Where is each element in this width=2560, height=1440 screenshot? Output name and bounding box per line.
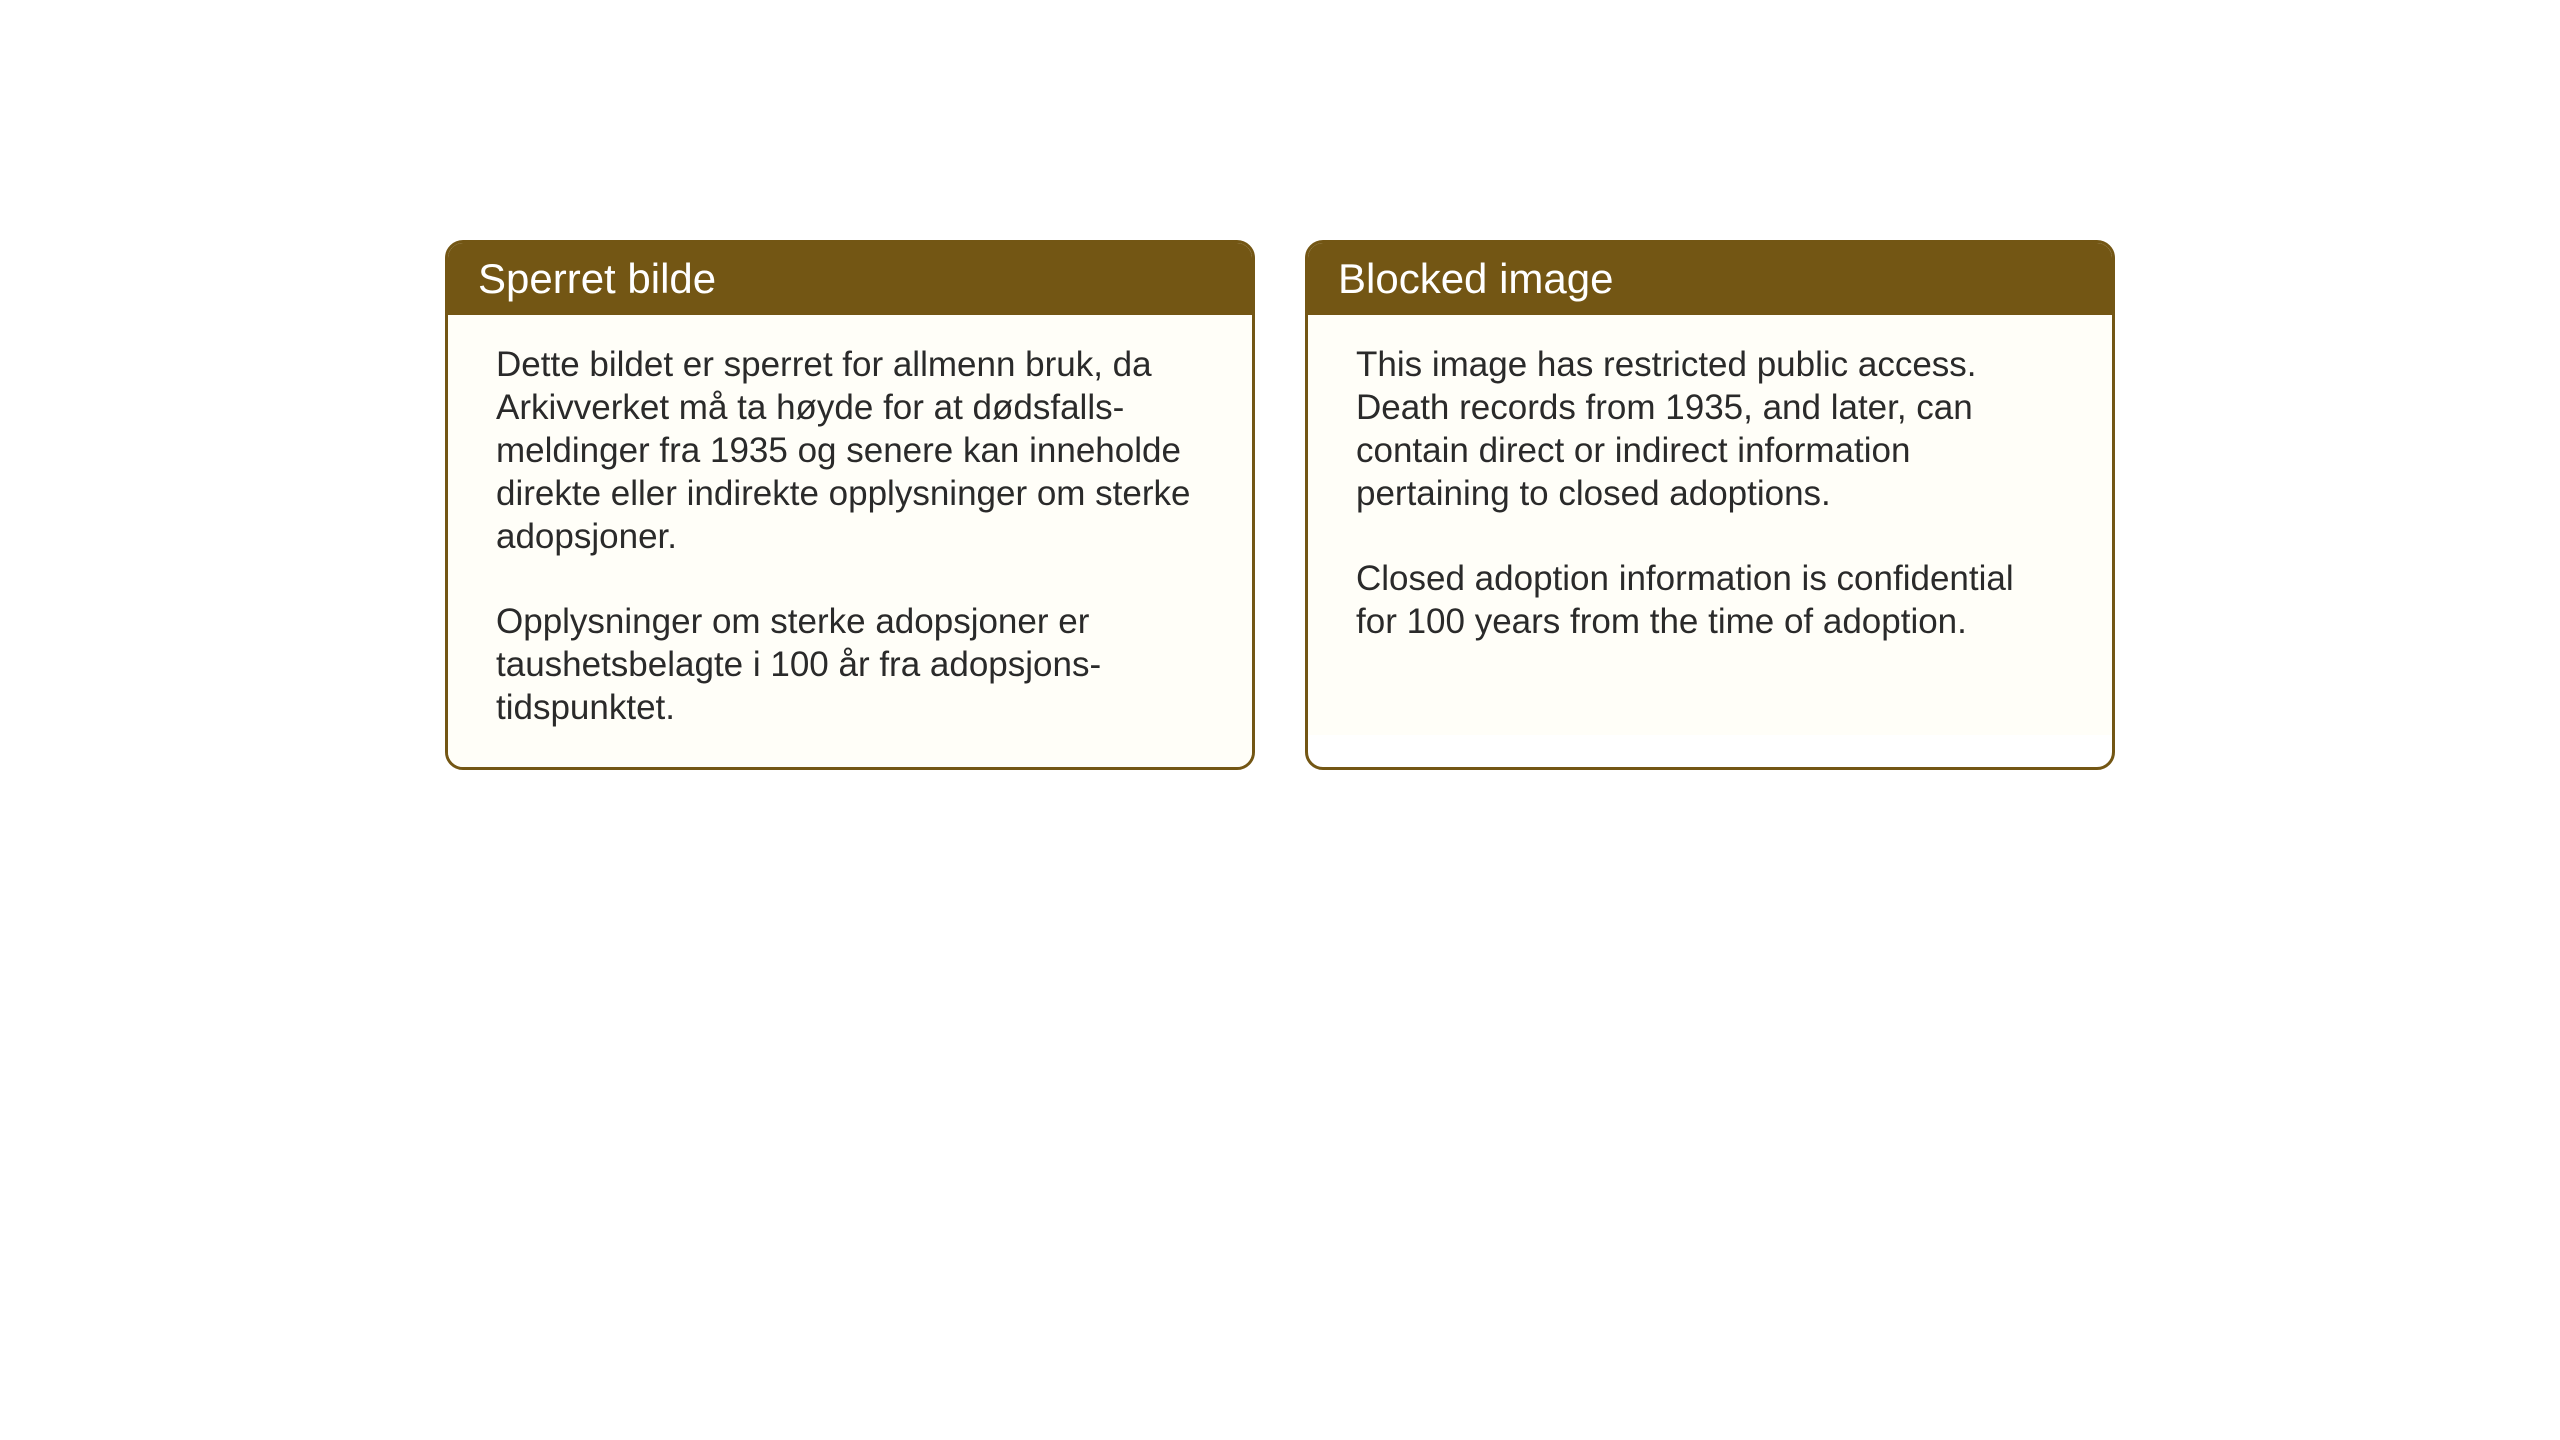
norwegian-card-body: Dette bildet er sperret for allmenn bruk… [448, 315, 1252, 767]
english-card-title: Blocked image [1308, 243, 2112, 315]
english-card-body: This image has restricted public access.… [1308, 315, 2112, 735]
norwegian-card-title: Sperret bilde [448, 243, 1252, 315]
norwegian-info-card: Sperret bilde Dette bildet er sperret fo… [445, 240, 1255, 770]
english-info-card: Blocked image This image has restricted … [1305, 240, 2115, 770]
english-paragraph-2: Closed adoption information is confident… [1356, 557, 2064, 643]
norwegian-paragraph-1: Dette bildet er sperret for allmenn bruk… [496, 343, 1204, 558]
english-paragraph-1: This image has restricted public access.… [1356, 343, 2064, 515]
norwegian-paragraph-2: Opplysninger om sterke adopsjoner er tau… [496, 600, 1204, 729]
info-cards-container: Sperret bilde Dette bildet er sperret fo… [445, 240, 2560, 770]
